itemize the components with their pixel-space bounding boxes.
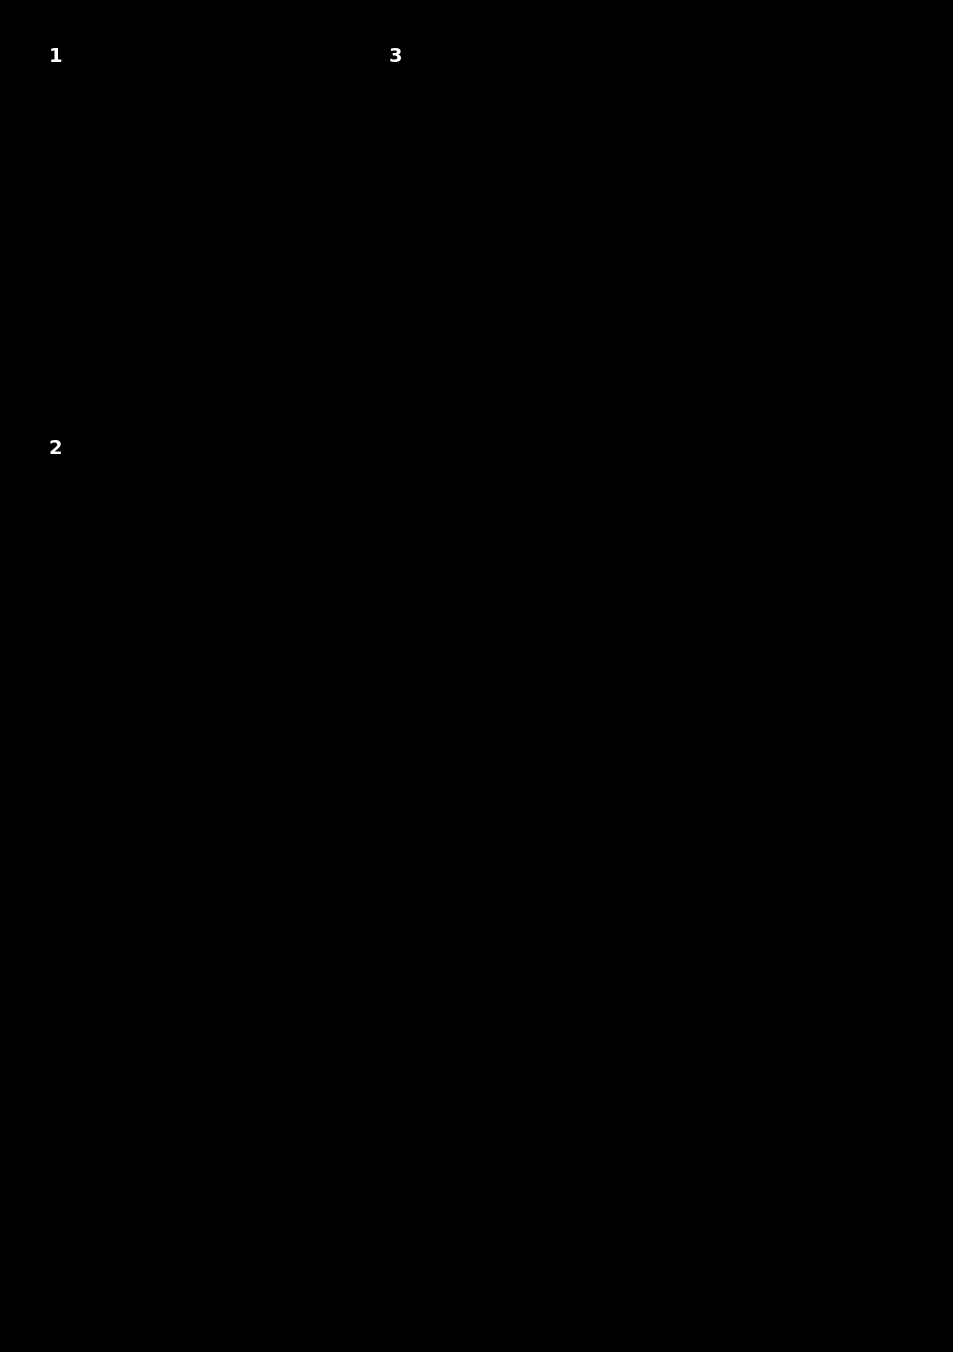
FancyBboxPatch shape <box>0 0 953 872</box>
FancyBboxPatch shape <box>902 88 953 172</box>
Text: I/⏻: I/⏻ <box>540 84 559 100</box>
FancyBboxPatch shape <box>0 0 953 1157</box>
Text: 1: 1 <box>49 47 62 66</box>
FancyBboxPatch shape <box>71 0 953 1352</box>
FancyBboxPatch shape <box>0 0 953 1217</box>
FancyBboxPatch shape <box>0 0 428 1291</box>
Text: 3: 3 <box>389 47 402 66</box>
FancyBboxPatch shape <box>0 0 953 1242</box>
Text: 2: 2 <box>49 439 62 458</box>
FancyBboxPatch shape <box>0 0 953 1157</box>
FancyBboxPatch shape <box>0 0 620 733</box>
